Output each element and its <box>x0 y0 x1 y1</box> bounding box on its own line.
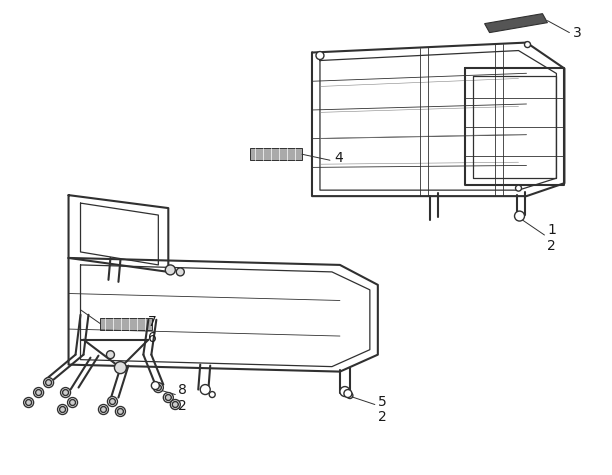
Circle shape <box>163 392 173 402</box>
Circle shape <box>34 388 43 398</box>
Text: 2: 2 <box>178 399 187 412</box>
Text: 3: 3 <box>573 26 582 39</box>
Circle shape <box>26 399 32 406</box>
Circle shape <box>118 408 124 415</box>
Circle shape <box>173 401 178 408</box>
Circle shape <box>35 390 42 396</box>
Text: 1: 1 <box>548 223 556 237</box>
Circle shape <box>344 390 352 398</box>
Circle shape <box>515 211 524 221</box>
Circle shape <box>108 397 118 407</box>
Circle shape <box>200 385 210 395</box>
Circle shape <box>524 42 531 48</box>
Circle shape <box>165 395 171 400</box>
Circle shape <box>155 385 162 390</box>
Circle shape <box>151 381 159 389</box>
Text: 7: 7 <box>148 315 157 329</box>
Circle shape <box>347 392 353 399</box>
Circle shape <box>515 185 521 191</box>
Circle shape <box>154 382 163 392</box>
Circle shape <box>70 399 75 406</box>
Circle shape <box>209 391 215 398</box>
Circle shape <box>114 361 127 374</box>
Circle shape <box>99 405 108 415</box>
Circle shape <box>100 407 106 412</box>
Circle shape <box>176 268 184 276</box>
Circle shape <box>170 399 181 409</box>
Text: 2: 2 <box>548 239 556 253</box>
Text: 6: 6 <box>148 331 157 345</box>
Text: 5: 5 <box>378 395 387 408</box>
Circle shape <box>116 407 125 417</box>
Text: 4: 4 <box>334 151 343 165</box>
Circle shape <box>316 52 324 59</box>
Circle shape <box>165 265 175 275</box>
Circle shape <box>45 380 51 386</box>
Circle shape <box>67 398 78 408</box>
Circle shape <box>106 351 114 359</box>
Circle shape <box>110 399 116 405</box>
Circle shape <box>43 378 54 388</box>
Text: 2: 2 <box>378 410 387 425</box>
Circle shape <box>61 388 70 398</box>
FancyBboxPatch shape <box>100 318 152 330</box>
Circle shape <box>62 390 69 396</box>
Circle shape <box>59 407 65 412</box>
Circle shape <box>58 405 67 415</box>
Circle shape <box>340 387 350 397</box>
Text: 8: 8 <box>178 382 187 397</box>
FancyBboxPatch shape <box>250 148 302 160</box>
Polygon shape <box>485 14 548 33</box>
Circle shape <box>24 398 34 408</box>
